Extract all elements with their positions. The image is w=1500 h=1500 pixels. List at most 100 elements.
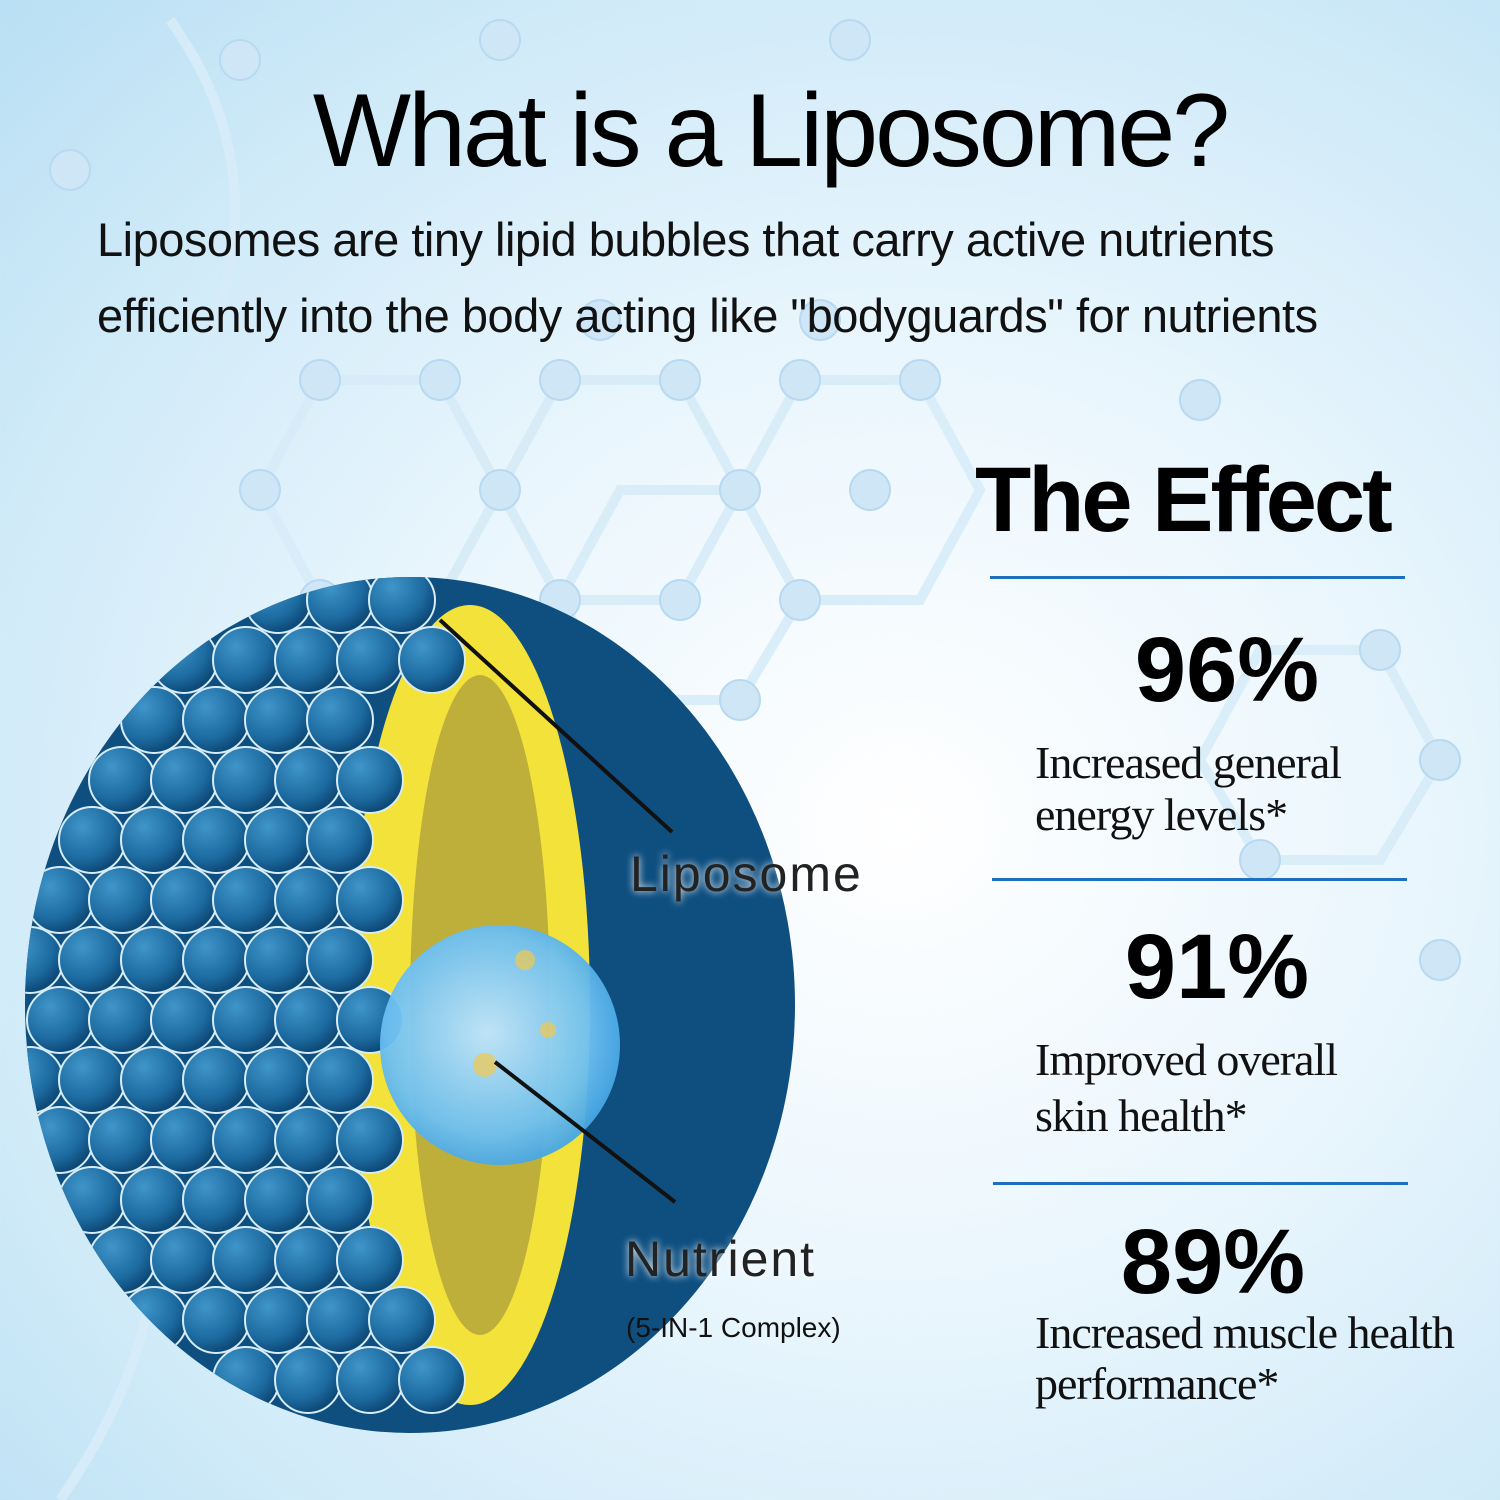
molecule-node (1179, 379, 1221, 421)
phospholipid-head (274, 746, 342, 814)
phospholipid-head (182, 1286, 250, 1354)
molecule-node (419, 359, 461, 401)
phospholipid-head (306, 806, 374, 874)
phospholipid-head (120, 926, 188, 994)
stat-desc-1-line-2: energy levels* (1035, 789, 1288, 840)
molecule-node (239, 469, 281, 511)
phospholipid-head (212, 626, 280, 694)
molecule-node (779, 359, 821, 401)
stat-percent-2: 91% (1124, 916, 1310, 1018)
phospholipid-head (26, 986, 94, 1054)
phospholipid-head (274, 1106, 342, 1174)
nutrient-sublabel: (5-IN-1 Complex) (626, 1312, 841, 1343)
molecule-node (1419, 939, 1461, 981)
phospholipid-head (212, 1226, 280, 1294)
phospholipid-head (182, 806, 250, 874)
phospholipid-head (150, 866, 218, 934)
phospholipid-head (88, 746, 156, 814)
phospholipid-head (25, 926, 64, 994)
phospholipid-head (150, 626, 218, 694)
phospholipid-head (58, 806, 126, 874)
phospholipid-head (336, 1106, 404, 1174)
phospholipid-head (120, 1286, 188, 1354)
phospholipid-head (244, 577, 312, 634)
phospholipid-head (212, 1346, 280, 1414)
phospholipid-head (306, 577, 374, 634)
phospholipid-head (244, 1286, 312, 1354)
page-title: What is a Liposome? (312, 73, 1230, 189)
phospholipid-head (150, 986, 218, 1054)
phospholipid-head (212, 986, 280, 1054)
molecule-node (779, 579, 821, 621)
stat-percent-1: 96% (1134, 619, 1320, 721)
phospholipid-head (244, 1166, 312, 1234)
phospholipid-head (368, 577, 436, 634)
effect-heading: The Effect (975, 449, 1393, 551)
phospholipid-head (336, 1226, 404, 1294)
molecule-node (829, 19, 871, 61)
phospholipid-head (212, 746, 280, 814)
phospholipid-head (26, 1106, 94, 1174)
phospholipid-head (244, 686, 312, 754)
phospholipid-head (88, 866, 156, 934)
phospholipid-head (120, 686, 188, 754)
stat-desc-1-line-1: Increased general (1035, 737, 1342, 788)
phospholipid-head (120, 1046, 188, 1114)
stat-desc-3-line-2: performance* (1035, 1358, 1279, 1409)
phospholipid-head (58, 1166, 126, 1234)
molecule-node (719, 469, 761, 511)
phospholipid-head (274, 986, 342, 1054)
molecule-node (49, 149, 91, 191)
molecule-node (659, 579, 701, 621)
phospholipid-head (58, 1046, 126, 1114)
phospholipid-head (336, 746, 404, 814)
molecule-node (579, 299, 621, 341)
molecule-node (1359, 629, 1401, 671)
stat-desc-2-line-2: skin health* (1035, 1090, 1248, 1141)
phospholipid-head (25, 1046, 64, 1114)
phospholipid-head (120, 1166, 188, 1234)
phospholipid-head (306, 1166, 374, 1234)
divider (990, 576, 1405, 579)
phospholipid-head (336, 626, 404, 694)
molecule-node (219, 39, 261, 81)
molecule-node (299, 359, 341, 401)
phospholipid-head (182, 1166, 250, 1234)
phospholipid-head (150, 1226, 218, 1294)
phospholipid-head (182, 686, 250, 754)
phospholipid-head (398, 1346, 466, 1414)
nutrient-pointer-line (493, 1060, 677, 1204)
phospholipid-head (244, 1046, 312, 1114)
phospholipid-head (306, 686, 374, 754)
molecule-node (539, 359, 581, 401)
divider (993, 1182, 1408, 1185)
liposome-label: Liposome (630, 846, 863, 902)
phospholipid-head (182, 1046, 250, 1114)
phospholipid-head (306, 1286, 374, 1354)
phospholipid-head (336, 1346, 404, 1414)
molecule-node (899, 359, 941, 401)
nutrient-label: Nutrient (625, 1231, 817, 1287)
phospholipid-head (212, 1106, 280, 1174)
phospholipid-head (58, 926, 126, 994)
phospholipid-head (88, 1226, 156, 1294)
divider (992, 878, 1407, 881)
phospholipid-head (336, 866, 404, 934)
phospholipid-head (150, 746, 218, 814)
phospholipid-head (26, 866, 94, 934)
phospholipid-head (120, 806, 188, 874)
nutrient-core (380, 925, 620, 1165)
phospholipid-head (274, 866, 342, 934)
phospholipid-head (274, 1226, 342, 1294)
phospholipid-head (212, 866, 280, 934)
stat-desc-3-line-1: Increased muscle health (1035, 1307, 1455, 1358)
molecule-node (479, 19, 521, 61)
phospholipid-head (150, 1106, 218, 1174)
phospholipid-head (306, 1046, 374, 1114)
phospholipid-head (274, 626, 342, 694)
phospholipid-head (398, 626, 466, 694)
molecule-node (659, 359, 701, 401)
molecule-node (1419, 739, 1461, 781)
phospholipid-head (274, 1346, 342, 1414)
molecule-node (479, 469, 521, 511)
